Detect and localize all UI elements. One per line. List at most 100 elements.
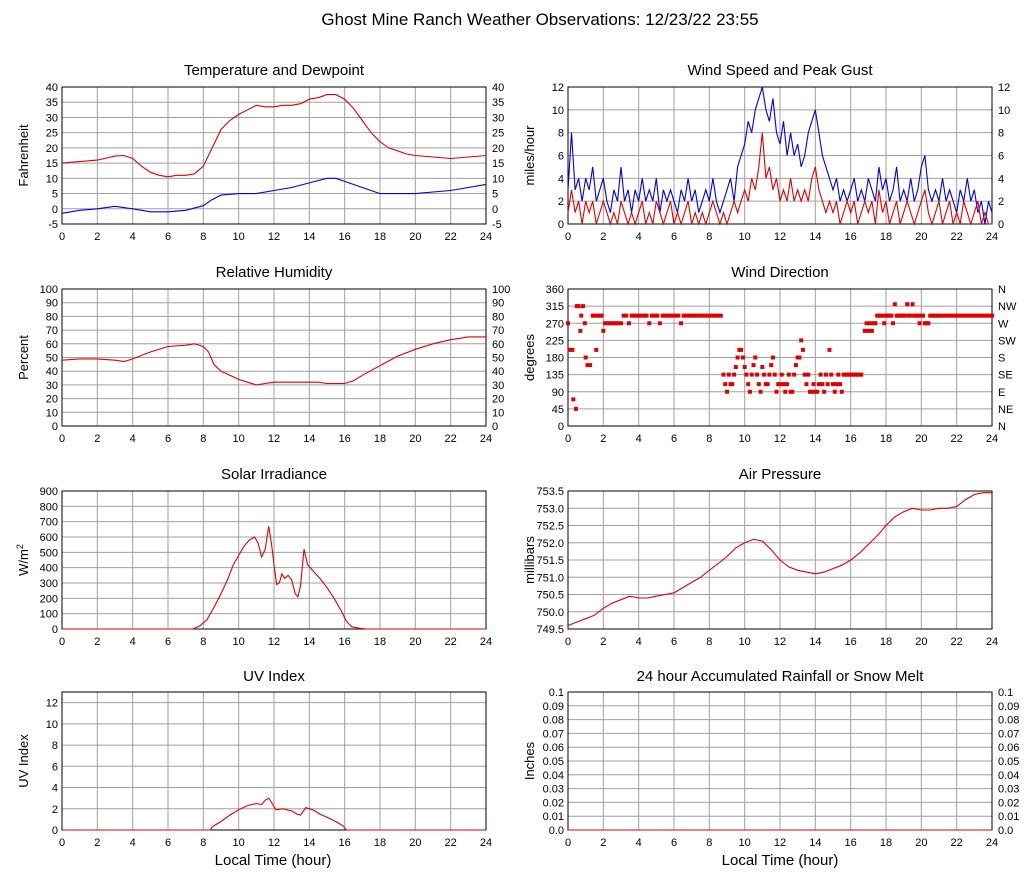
data-point (892, 302, 897, 307)
data-point (636, 313, 641, 318)
data-point (979, 313, 984, 318)
right-tick-label: 4 (998, 173, 1004, 185)
chart-title: Air Pressure (739, 466, 822, 483)
data-point (679, 321, 684, 326)
x-tick-label: 24 (480, 636, 492, 648)
data-point (839, 389, 844, 394)
y-tick-label: 135 (546, 370, 564, 382)
chart-title: 24 hour Accumulated Rainfall or Snow Mel… (637, 668, 925, 685)
x-tick-label: 12 (774, 433, 786, 445)
data-point (792, 372, 797, 377)
data-point (676, 313, 681, 318)
data-point (963, 313, 968, 318)
data-point (567, 347, 572, 352)
data-point (955, 313, 960, 318)
data-point (947, 313, 952, 318)
x-tick-label: 18 (880, 837, 892, 849)
data-point (705, 313, 710, 318)
y-tick-label: 0.06 (543, 742, 564, 754)
y-tick-label: 40 (46, 366, 58, 378)
right-tick-label: 0.03 (998, 784, 1019, 796)
x-tick-label: 16 (339, 636, 351, 648)
x-tick-label: 16 (845, 231, 857, 243)
right-tick-label: 60 (492, 339, 504, 351)
data-point (644, 313, 649, 318)
data-point (647, 321, 652, 326)
chart-title: Wind Speed and Peak Gust (687, 62, 873, 79)
data-point (781, 382, 786, 387)
right-tick-label: 0 (492, 421, 498, 433)
data-point (889, 313, 894, 318)
data-point (926, 321, 931, 326)
y-tick-label: 60 (46, 339, 58, 351)
data-point (663, 313, 668, 318)
right-tick-label: 30 (492, 380, 504, 392)
right-tick-label: NE (998, 404, 1013, 416)
right-tick-label: 50 (492, 353, 504, 365)
data-point (822, 389, 827, 394)
y-tick-label: 0.02 (543, 797, 564, 809)
y-tick-label: 30 (46, 380, 58, 392)
y-tick-label: 15 (46, 158, 58, 170)
y-tick-label: 10 (46, 719, 58, 731)
x-tick-label: 0 (565, 837, 571, 849)
data-point (751, 363, 756, 368)
right-tick-label: 40 (492, 82, 504, 94)
data-point (649, 313, 654, 318)
x-tick-label: 12 (268, 636, 280, 648)
data-point (778, 382, 782, 387)
data-point (753, 355, 758, 360)
right-tick-label: 6 (998, 151, 1004, 163)
x-tick-label: 24 (986, 433, 998, 445)
x-tick-label: 10 (233, 837, 245, 849)
data-point (882, 321, 887, 326)
y-tick-label: 800 (40, 501, 58, 513)
y-tick-label: 2 (558, 196, 564, 208)
y-tick-label: 90 (46, 298, 58, 310)
x-tick-label: 4 (636, 837, 642, 849)
x-tick-label: 12 (268, 231, 280, 243)
y-tick-label: 5 (52, 189, 58, 201)
data-point (744, 372, 749, 377)
x-tick-label: 6 (671, 433, 677, 445)
data-point (816, 382, 821, 387)
x-tick-label: 0 (59, 433, 65, 445)
data-point (864, 321, 869, 326)
data-point (613, 321, 618, 326)
series-line (567, 492, 992, 627)
data-point (880, 313, 885, 318)
data-point (723, 382, 728, 387)
data-point (868, 321, 873, 326)
x-tick-label: 4 (130, 231, 136, 243)
data-point (765, 382, 770, 387)
y-tick-label: 90 (552, 387, 564, 399)
y-tick-label: 0.04 (543, 770, 564, 782)
x-tick-label: 14 (303, 636, 315, 648)
data-point (968, 313, 973, 318)
data-point (718, 313, 723, 318)
y-tick-label: 6 (52, 761, 58, 773)
right-tick-label: 0.08 (998, 715, 1019, 727)
data-point (713, 313, 718, 318)
data-point (742, 365, 747, 370)
data-point (611, 321, 616, 326)
plot-frame (61, 691, 487, 831)
y-tick-label: 225 (546, 335, 564, 347)
x-tick-label: 16 (845, 433, 857, 445)
data-point (769, 363, 774, 368)
y-axis-label: Percent (16, 335, 31, 380)
y-tick-label: 6 (558, 151, 564, 163)
x-tick-label: 18 (374, 433, 386, 445)
data-point (799, 338, 804, 343)
series-line (61, 336, 486, 386)
plot-frame (567, 288, 993, 427)
x-tick-label: 22 (951, 837, 963, 849)
data-point (910, 302, 915, 307)
data-point (657, 321, 662, 326)
y-tick-label: -5 (48, 219, 58, 231)
data-point (573, 406, 578, 411)
data-point (767, 372, 772, 377)
y-axis-label: miles/hour (522, 125, 537, 186)
x-tick-label: 16 (845, 837, 857, 849)
